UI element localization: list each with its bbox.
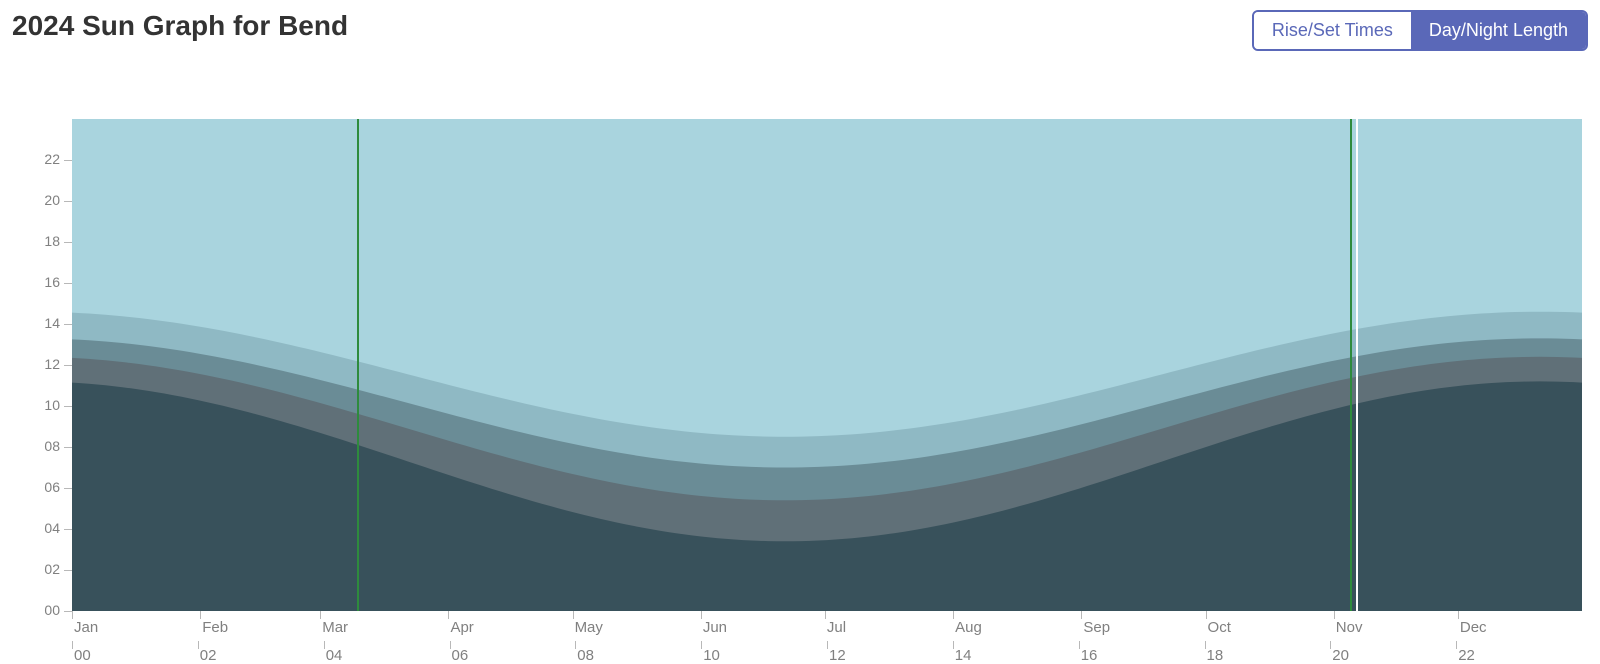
y-tick-label: 20: [36, 192, 60, 208]
x-hour-tick: [198, 641, 199, 649]
y-tick: [64, 447, 72, 448]
y-tick-label: 22: [36, 151, 60, 167]
x-hour-tick: [575, 641, 576, 649]
x-hour-label: 02: [200, 647, 217, 664]
x-month-tick: [200, 611, 201, 619]
y-tick: [64, 365, 72, 366]
y-tick-label: 16: [36, 274, 60, 290]
x-month-tick: [1458, 611, 1459, 619]
x-hour-label: 00: [74, 647, 91, 664]
y-tick: [64, 160, 72, 161]
view-tabs: Rise/Set Times Day/Night Length: [1252, 10, 1588, 51]
x-hour-label: 20: [1332, 647, 1349, 664]
x-hour-tick: [1079, 641, 1080, 649]
tab-day-night-length[interactable]: Day/Night Length: [1411, 12, 1586, 49]
y-tick-label: 04: [36, 520, 60, 536]
x-hour-label: 14: [955, 647, 972, 664]
y-tick: [64, 529, 72, 530]
x-hour-label: 06: [452, 647, 469, 664]
x-hour-tick: [324, 641, 325, 649]
x-month-tick: [1081, 611, 1082, 619]
tab-rise-set-times[interactable]: Rise/Set Times: [1254, 12, 1411, 49]
y-tick-label: 08: [36, 438, 60, 454]
x-month-tick: [953, 611, 954, 619]
page-title: 2024 Sun Graph for Bend: [12, 10, 348, 42]
x-hour-tick: [953, 641, 954, 649]
x-hour-label: 08: [577, 647, 594, 664]
y-tick: [64, 406, 72, 407]
x-hour-tick: [701, 641, 702, 649]
x-hour-label: 12: [829, 647, 846, 664]
y-tick: [64, 283, 72, 284]
x-month-tick: [573, 611, 574, 619]
x-hour-tick: [1330, 641, 1331, 649]
y-tick-label: 12: [36, 356, 60, 372]
y-tick-label: 02: [36, 561, 60, 577]
y-tick: [64, 324, 72, 325]
y-tick: [64, 570, 72, 571]
x-month-tick: [701, 611, 702, 619]
x-hour-label: 18: [1207, 647, 1224, 664]
x-hour-tick: [827, 641, 828, 649]
x-hour-tick: [450, 641, 451, 649]
x-month-tick: [825, 611, 826, 619]
x-hour-label: 16: [1081, 647, 1098, 664]
y-tick: [64, 488, 72, 489]
y-tick: [64, 611, 72, 612]
chart-plot-area: [72, 119, 1582, 611]
y-tick: [64, 201, 72, 202]
x-month-tick: [72, 611, 73, 619]
y-tick: [64, 242, 72, 243]
x-month-tick: [1334, 611, 1335, 619]
y-tick-label: 14: [36, 315, 60, 331]
x-hour-tick: [1205, 641, 1206, 649]
x-hour-label: 10: [703, 647, 720, 664]
y-tick-label: 06: [36, 479, 60, 495]
x-hour-tick: [72, 641, 73, 649]
x-month-tick: [1206, 611, 1207, 619]
x-hour-tick: [1456, 641, 1457, 649]
x-month-tick: [448, 611, 449, 619]
y-tick-label: 18: [36, 233, 60, 249]
x-hour-label: 04: [326, 647, 343, 664]
x-hour-label: 22: [1458, 647, 1475, 664]
x-month-tick: [320, 611, 321, 619]
y-tick-label: 10: [36, 397, 60, 413]
y-tick-label: 00: [36, 602, 60, 618]
